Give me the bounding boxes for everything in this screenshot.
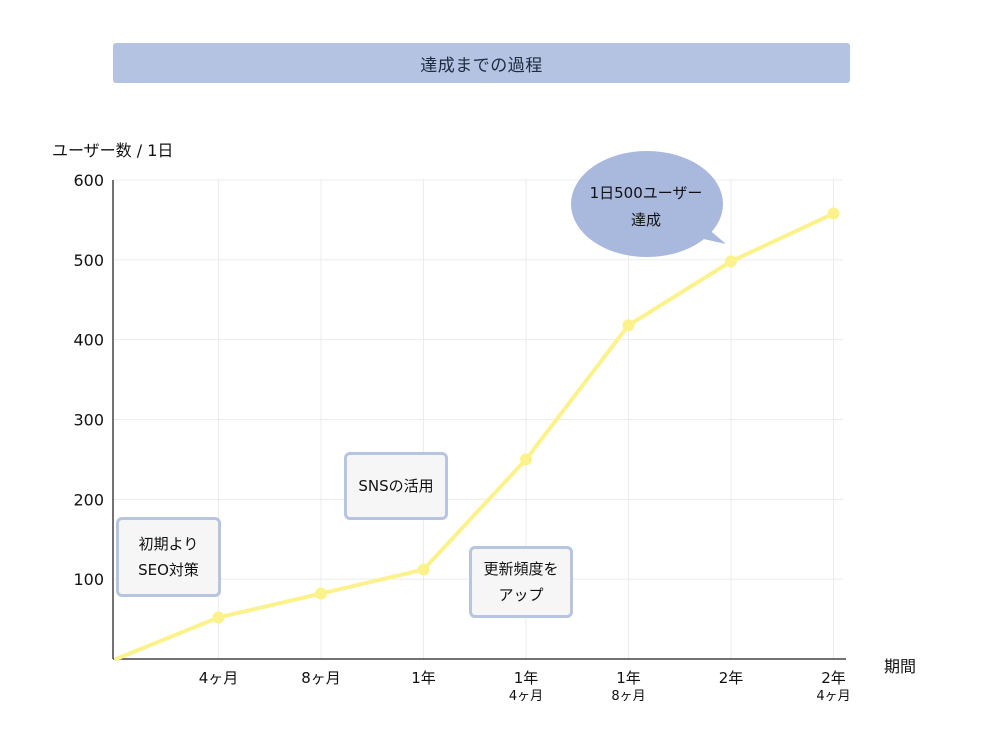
goal-speech-bubble [571,151,726,257]
goal-line1: 1日500ユーザー [589,184,703,202]
x-tick-sublabel: 4ヶ月 [816,689,850,704]
data-point [315,587,327,600]
callout-update: 更新頻度を アップ [469,546,573,618]
callout-sns-text: SNSの活用 [358,477,434,495]
x-tick-sublabel: 4ヶ月 [509,689,543,704]
series-line [114,211,836,661]
axes [112,180,846,660]
y-tick-label: 200 [73,490,104,509]
x-tick-label: 8ヶ月 [301,669,341,687]
x-tick-labels: 4ヶ月 8ヶ月 1年 1年 4ヶ月 1年 8ヶ月 2年 2年 4ヶ月 [199,669,851,704]
y-tick-label: 400 [73,331,104,350]
data-points [212,207,840,624]
data-point [622,319,635,332]
bubble-body [571,151,723,257]
goal-line2: 達成 [630,211,661,229]
x-tick-label: 4ヶ月 [199,669,239,687]
data-point [212,611,225,624]
x-tick-label: 1年 [514,669,539,687]
y-tick-label: 600 [73,171,104,190]
series-polyline [114,211,836,661]
callout-seo-line2: SEO対策 [138,561,199,579]
goal-bubble-text: 1日500ユーザー 達成 [570,180,722,234]
y-tick-labels: 100 200 300 400 500 600 [73,171,104,589]
x-tick-label: 2年 [821,669,846,687]
data-point [520,453,532,466]
y-tick-label: 500 [73,251,104,270]
grid-lines [113,179,843,659]
y-tick-label: 300 [73,411,104,430]
callout-seo: 初期より SEO対策 [116,517,221,597]
y-axis-label: ユーザー数 / 1日 [52,141,174,160]
callout-sns: SNSの活用 [344,452,448,520]
chart-title-banner: 達成までの過程 [113,43,850,83]
y-tick-label: 100 [73,570,104,589]
x-tick-label: 1年 [411,669,436,687]
x-axis-label: 期間 [884,657,917,676]
data-point [725,255,737,268]
data-point [827,207,840,220]
x-tick-label: 1年 [616,669,641,687]
chart-title: 達成までの過程 [420,55,543,76]
callout-update-line2: アップ [498,586,544,604]
data-point [417,563,430,576]
callout-seo-line1: 初期より [138,535,199,553]
bubble-tail [690,222,726,244]
x-tick-sublabel: 8ヶ月 [611,689,645,704]
x-tick-label: 2年 [719,669,744,687]
callout-update-line1: 更新頻度を [483,560,559,578]
